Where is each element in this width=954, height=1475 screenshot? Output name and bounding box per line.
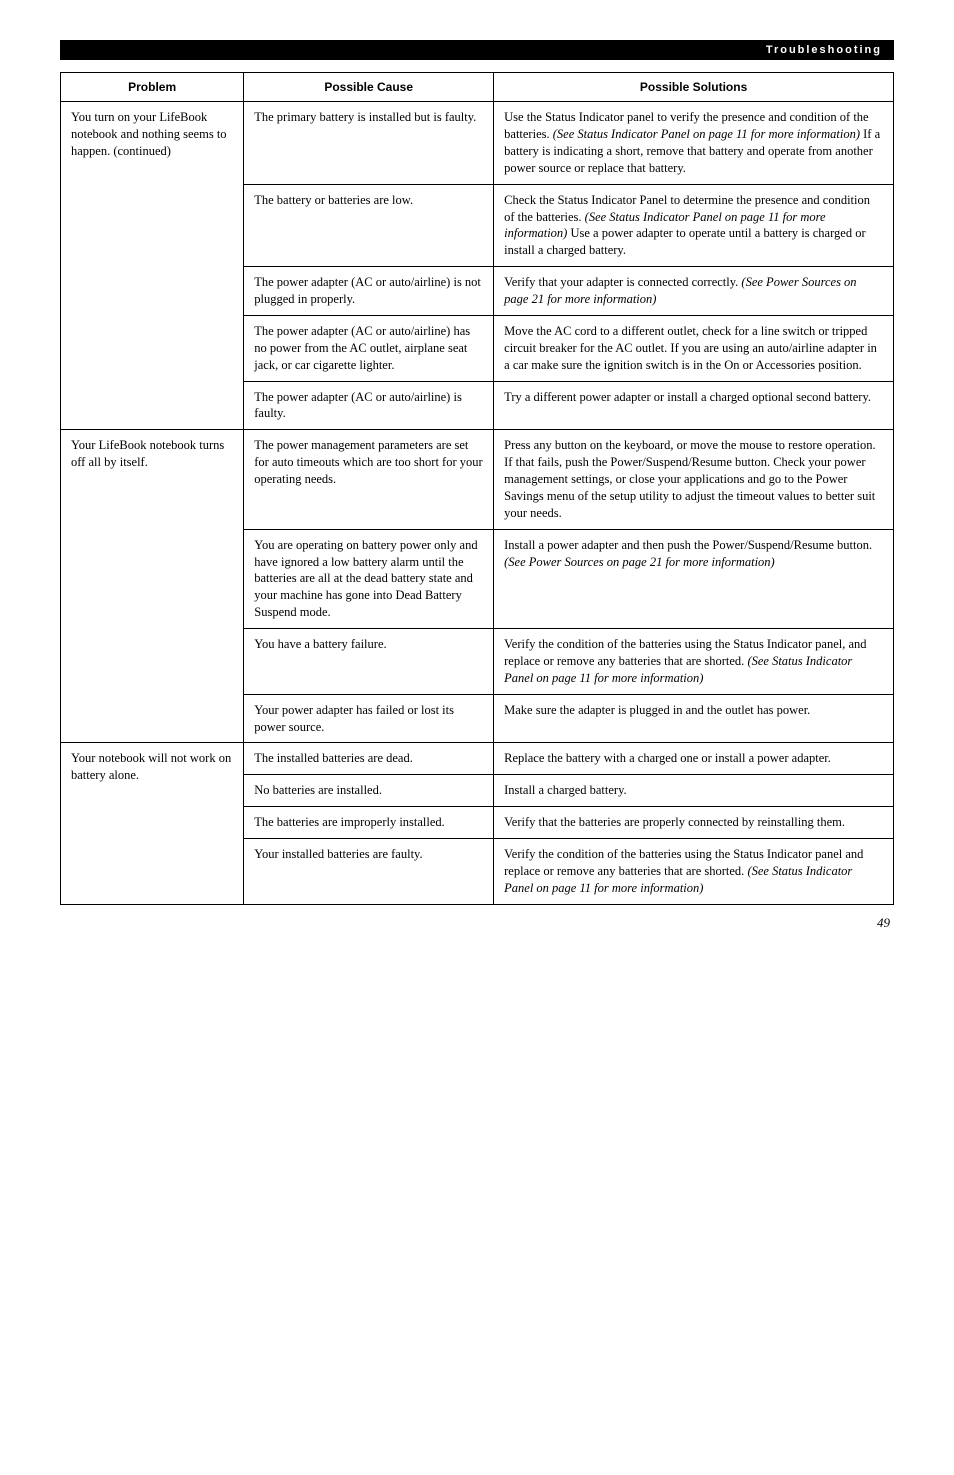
cause-cell: You are operating on battery power only … [244,529,494,628]
solution-cell: Check the Status Indicator Panel to dete… [494,184,894,267]
solution-cell: Press any button on the keyboard, or mov… [494,430,894,529]
page-number: 49 [60,915,894,931]
table-row: You turn on your LifeBook notebook and n… [61,102,894,185]
col-solutions: Possible Solutions [494,73,894,102]
solution-cell: Make sure the adapter is plugged in and … [494,694,894,743]
troubleshooting-table: Problem Possible Cause Possible Solution… [60,72,894,905]
cause-cell: The power adapter (AC or auto/airline) h… [244,315,494,381]
cause-cell: The batteries are improperly installed. [244,807,494,839]
cause-cell: The power management parameters are set … [244,430,494,529]
col-cause: Possible Cause [244,73,494,102]
solution-cell: Install a power adapter and then push th… [494,529,894,628]
cause-cell: The power adapter (AC or auto/airline) i… [244,267,494,316]
cause-cell: The installed batteries are dead. [244,743,494,775]
table-row: Your LifeBook notebook turns off all by … [61,430,894,529]
solution-cell: Use the Status Indicator panel to verify… [494,102,894,185]
problem-cell: Your LifeBook notebook turns off all by … [61,430,244,743]
cause-cell: No batteries are installed. [244,775,494,807]
solution-cell: Verify that the batteries are properly c… [494,807,894,839]
table-header-row: Problem Possible Cause Possible Solution… [61,73,894,102]
col-problem: Problem [61,73,244,102]
solution-cell: Move the AC cord to a different outlet, … [494,315,894,381]
solution-cell: Try a different power adapter or install… [494,381,894,430]
table-row: Your notebook will not work on battery a… [61,743,894,775]
solution-cell: Verify that your adapter is connected co… [494,267,894,316]
solution-cell: Verify the condition of the batteries us… [494,839,894,905]
problem-cell: Your notebook will not work on battery a… [61,743,244,904]
cause-cell: You have a battery failure. [244,629,494,695]
cause-cell: The primary battery is installed but is … [244,102,494,185]
cause-cell: Your power adapter has failed or lost it… [244,694,494,743]
problem-cell: You turn on your LifeBook notebook and n… [61,102,244,430]
solution-cell: Verify the condition of the batteries us… [494,629,894,695]
solution-cell: Install a charged battery. [494,775,894,807]
cause-cell: The battery or batteries are low. [244,184,494,267]
cause-cell: Your installed batteries are faulty. [244,839,494,905]
solution-cell: Replace the battery with a charged one o… [494,743,894,775]
cause-cell: The power adapter (AC or auto/airline) i… [244,381,494,430]
section-header: Troubleshooting [60,40,894,60]
